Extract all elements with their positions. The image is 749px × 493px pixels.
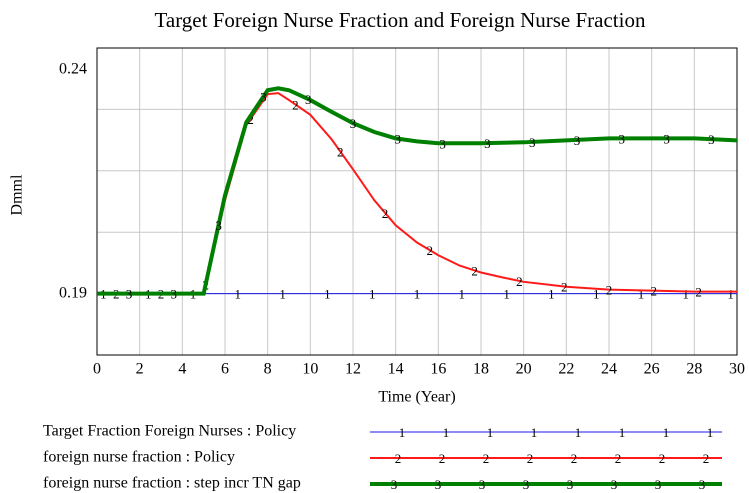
series-marker: 1 xyxy=(459,287,466,302)
legend-marker: 3 xyxy=(391,477,398,492)
series-marker: 3 xyxy=(305,92,312,107)
legend-marker: 3 xyxy=(699,477,706,492)
y-axis-label: Dmml xyxy=(9,174,26,215)
series-marker: 1 xyxy=(727,287,734,302)
legend-marker: 3 xyxy=(523,477,530,492)
y-tick-label: 0.24 xyxy=(59,61,87,78)
legend-marker: 1 xyxy=(663,425,670,440)
series-marker: 3 xyxy=(663,131,670,146)
legend-marker: 3 xyxy=(567,477,574,492)
legend-label: Target Fraction Foreign Nurses : Policy xyxy=(43,423,296,440)
series-marker: 2 xyxy=(337,144,344,159)
legend-marker: 2 xyxy=(615,451,622,466)
legend-marker: 2 xyxy=(483,451,490,466)
legend-marker: 1 xyxy=(619,425,626,440)
x-tick-label: 4 xyxy=(178,361,186,378)
series-marker: 3 xyxy=(395,132,402,147)
plot-frame xyxy=(96,47,738,356)
series-marker: 1 xyxy=(638,287,645,302)
x-tick-label: 6 xyxy=(221,361,229,378)
series-marker: 1 xyxy=(279,287,286,302)
series-line xyxy=(97,86,738,296)
series-marker: 2 xyxy=(561,279,568,294)
series-marker: 3 xyxy=(439,136,446,151)
x-tick-label: 30 xyxy=(729,361,745,378)
legend-marker: 1 xyxy=(707,425,714,440)
series-marker: 2 xyxy=(516,274,523,289)
series-marker: 1 xyxy=(683,287,690,302)
legend-label: foreign nurse fraction : Policy xyxy=(43,449,235,466)
legend-marker: 3 xyxy=(655,477,662,492)
x-axis-label: Time (Year) xyxy=(378,389,455,406)
x-tick-label: 28 xyxy=(686,361,702,378)
series-marker: 1 xyxy=(324,287,331,302)
x-tick-label: 14 xyxy=(388,361,404,378)
legend-marker: 1 xyxy=(399,425,406,440)
series-marker: 3 xyxy=(260,90,267,105)
y-tick-label: 0.19 xyxy=(59,284,87,301)
legend-marker: 3 xyxy=(479,477,486,492)
series-marker: 2 xyxy=(292,97,299,112)
series-marker: 3 xyxy=(529,135,536,150)
x-tick-label: 10 xyxy=(302,361,318,378)
x-tick-label: 26 xyxy=(644,361,660,378)
legend-label: foreign nurse fraction : step incr TN ga… xyxy=(43,475,301,492)
series-marker: 2 xyxy=(606,283,613,298)
series-marker: 2 xyxy=(471,263,478,278)
x-tick-label: 20 xyxy=(516,361,532,378)
legend-marker: 3 xyxy=(435,477,442,492)
series-marker: 3 xyxy=(484,136,491,151)
x-tick-label: 8 xyxy=(264,361,272,378)
series-marker: 1 xyxy=(235,287,242,302)
x-tick-label: 16 xyxy=(430,361,446,378)
x-tick-label: 18 xyxy=(473,361,489,378)
series-marker: 2 xyxy=(247,112,254,127)
x-tick-label: 24 xyxy=(601,361,617,378)
series-marker: 3 xyxy=(708,132,715,147)
legend-marker: 2 xyxy=(439,451,446,466)
series-marker: 1 xyxy=(503,287,510,302)
series-marker: 1 xyxy=(369,287,376,302)
series-marker: 3 xyxy=(126,287,133,302)
x-tick-label: 22 xyxy=(558,361,574,378)
series-marker: 1 xyxy=(548,287,555,302)
legend-marker: 1 xyxy=(531,425,538,440)
legend-marker: 2 xyxy=(395,451,402,466)
x-tick-label: 12 xyxy=(345,361,361,378)
series-marker: 1 xyxy=(593,287,600,302)
series-marker: 2 xyxy=(382,206,389,221)
series-marker: 2 xyxy=(651,284,658,299)
series-marker: 3 xyxy=(574,133,581,148)
legend-marker: 2 xyxy=(659,451,666,466)
legend-marker: 1 xyxy=(487,425,494,440)
legend-marker: 2 xyxy=(527,451,534,466)
legend-marker: 3 xyxy=(611,477,618,492)
legend-marker: 2 xyxy=(703,451,710,466)
legend-marker: 1 xyxy=(443,425,450,440)
series-marker: 3 xyxy=(171,287,178,302)
series-marker: 3 xyxy=(619,131,626,146)
series-marker: 2 xyxy=(427,243,434,258)
x-tick-label: 0 xyxy=(93,361,101,378)
series-line xyxy=(97,92,737,295)
series-marker: 3 xyxy=(350,116,357,131)
x-tick-label: 2 xyxy=(136,361,144,378)
legend-marker: 1 xyxy=(575,425,582,440)
chart-title: Target Foreign Nurse Fraction and Foreig… xyxy=(155,8,646,32)
series-marker: 3 xyxy=(215,218,222,233)
series-marker: 1 xyxy=(414,287,421,302)
series-marker: 2 xyxy=(695,285,702,300)
legend-marker: 2 xyxy=(571,451,578,466)
